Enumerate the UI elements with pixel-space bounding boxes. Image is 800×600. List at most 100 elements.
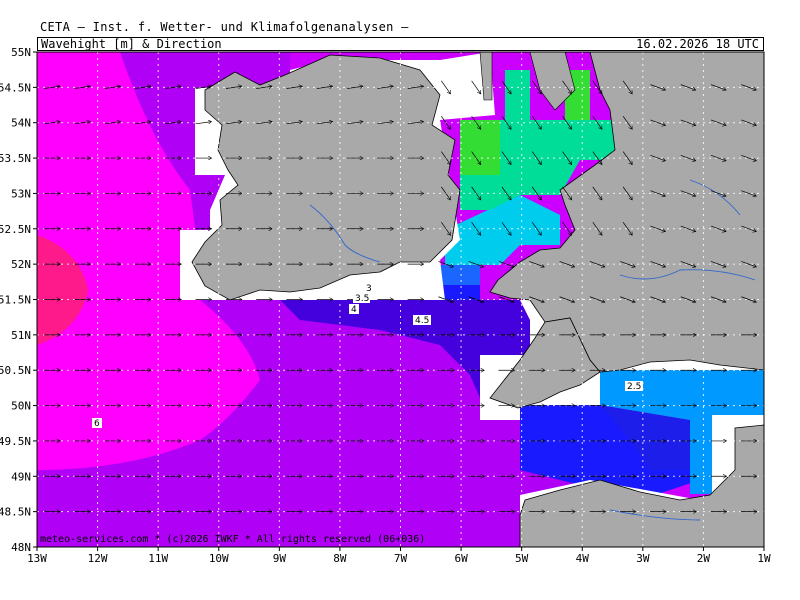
contour-labels: 3 3.5 4 4.5 2.5 6 — [92, 283, 643, 429]
wave-direction-arrow — [622, 222, 632, 235]
lon-tick-label: 2W — [697, 552, 711, 565]
wave-direction-arrow — [225, 86, 242, 89]
wave-direction-arrow — [741, 84, 756, 90]
irish-sea-north-wave — [505, 70, 530, 120]
contour-label-4-5: 4.5 — [415, 316, 429, 326]
wave-direction-arrow — [562, 222, 572, 235]
wave-direction-arrow — [622, 115, 632, 129]
wave-direction-arrow — [680, 84, 696, 90]
wave-direction-arrow — [501, 186, 511, 200]
wave-direction-arrow — [680, 225, 696, 231]
wave-direction-arrow — [741, 155, 756, 160]
contour-label-3-5: 3.5 — [355, 294, 369, 304]
wave-direction-arrow — [622, 151, 632, 165]
lat-tick-label: 50.5N — [0, 364, 31, 377]
wave-direction-arrow — [407, 86, 424, 89]
lon-tick-label: 4W — [576, 552, 590, 565]
lon-tick-label: 10W — [209, 552, 229, 565]
wave-direction-arrow — [256, 86, 272, 89]
wave-direction-arrow — [680, 261, 696, 266]
wave-direction-arrow — [650, 296, 665, 302]
lon-tick-label: 8W — [333, 552, 347, 565]
wave-direction-arrow — [562, 151, 572, 165]
wave-direction-arrow — [710, 296, 726, 302]
wave-direction-arrow — [589, 261, 605, 266]
wave-direction-arrow — [710, 84, 726, 90]
wave-direction-arrow — [407, 122, 424, 125]
lat-tick-label: 49N — [11, 470, 31, 483]
lon-tick-label: 3W — [636, 552, 650, 565]
wave-direction-arrow — [592, 151, 602, 165]
wave-direction-arrow — [592, 115, 602, 129]
isle-of-man-land — [479, 52, 493, 101]
lat-tick-label: 53.5N — [0, 152, 31, 165]
lon-tick-label: 1W — [757, 552, 771, 565]
wave-direction-arrow — [650, 119, 665, 125]
wave-direction-arrow — [165, 86, 181, 89]
lon-tick-label: 13W — [27, 552, 47, 565]
wave-direction-arrow — [471, 186, 481, 200]
lat-tick-label: 49.5N — [0, 435, 31, 448]
wave-direction-arrow — [531, 80, 541, 94]
wave-direction-arrow — [741, 119, 756, 125]
wave-direction-arrow — [680, 155, 696, 160]
channel-wave-4m — [600, 405, 700, 470]
wave-direction-arrow — [441, 151, 450, 165]
wave-field-4m — [280, 300, 530, 398]
wave-direction-arrow — [377, 122, 393, 125]
wave-direction-arrow — [501, 222, 511, 235]
lat-tick-label: 48N — [11, 541, 31, 554]
cornwall-devon-land — [489, 317, 601, 409]
thames-river — [619, 269, 756, 281]
lat-tick-label: 54.5N — [0, 81, 31, 94]
wave-direction-arrow — [135, 86, 151, 89]
wave-direction-arrow — [135, 122, 151, 125]
wave-field-6m — [37, 235, 88, 345]
wave-direction-arrow — [592, 80, 602, 94]
lon-tick-label: 12W — [88, 552, 108, 565]
wave-direction-arrow — [710, 155, 726, 160]
contour-label-2-5: 2.5 — [627, 382, 641, 392]
wave-direction-arrow — [44, 122, 60, 125]
wave-direction-arrow — [471, 80, 481, 94]
wave-direction-arrow — [286, 122, 303, 125]
wave-direction-arrow — [498, 261, 514, 266]
wave-direction-arrow — [529, 261, 544, 266]
irish-sea-wave-1m-west — [460, 120, 500, 175]
wave-direction-arrow — [531, 186, 541, 200]
lat-tick-label: 54N — [11, 117, 31, 130]
wave-direction-arrow — [650, 155, 665, 160]
wave-direction-arrow — [680, 119, 696, 125]
wave-direction-arrow — [501, 115, 511, 129]
wave-direction-arrow — [441, 115, 450, 129]
lat-lon-grid — [37, 52, 764, 547]
wave-direction-arrow — [710, 190, 726, 196]
shannon-river — [309, 204, 381, 263]
wave-direction-arrow — [195, 86, 212, 89]
wave-direction-arrow — [680, 296, 696, 302]
wave-direction-arrow — [74, 122, 91, 125]
wave-direction-arrow — [225, 122, 242, 125]
wave-direction-arrow — [347, 86, 363, 89]
lon-tick-label: 9W — [273, 552, 287, 565]
copyright-footer: meteo-services.com * (c)2026 IWKF * All … — [40, 534, 426, 545]
wave-direction-arrow — [529, 296, 544, 302]
lon-tick-label: 11W — [148, 552, 168, 565]
lat-tick-label: 50N — [11, 400, 31, 413]
wave-direction-arrow — [622, 80, 632, 94]
lat-tick-label: 55N — [11, 46, 31, 59]
contour-label-4: 4 — [351, 305, 357, 315]
wave-direction-arrow — [531, 115, 541, 129]
wave-direction-arrow — [441, 222, 450, 235]
channel-wave-2-5m-east — [690, 420, 712, 494]
contour-label-6: 6 — [94, 419, 100, 429]
axis-ticks: 55N 54.5N 54N 53.5N 53N 52.5N 52N 51.5N 51N 50.5N… — [0, 46, 771, 565]
wave-direction-arrow — [471, 151, 481, 165]
lon-tick-label: 5W — [515, 552, 529, 565]
wave-direction-arrow — [347, 122, 363, 125]
lat-tick-label: 51N — [11, 329, 31, 342]
wave-direction-arrow — [562, 115, 572, 129]
wave-direction-arrow — [316, 86, 333, 89]
field-title: Wavehight [m] & Direction — [41, 37, 222, 51]
wave-direction-arrow — [104, 122, 121, 125]
